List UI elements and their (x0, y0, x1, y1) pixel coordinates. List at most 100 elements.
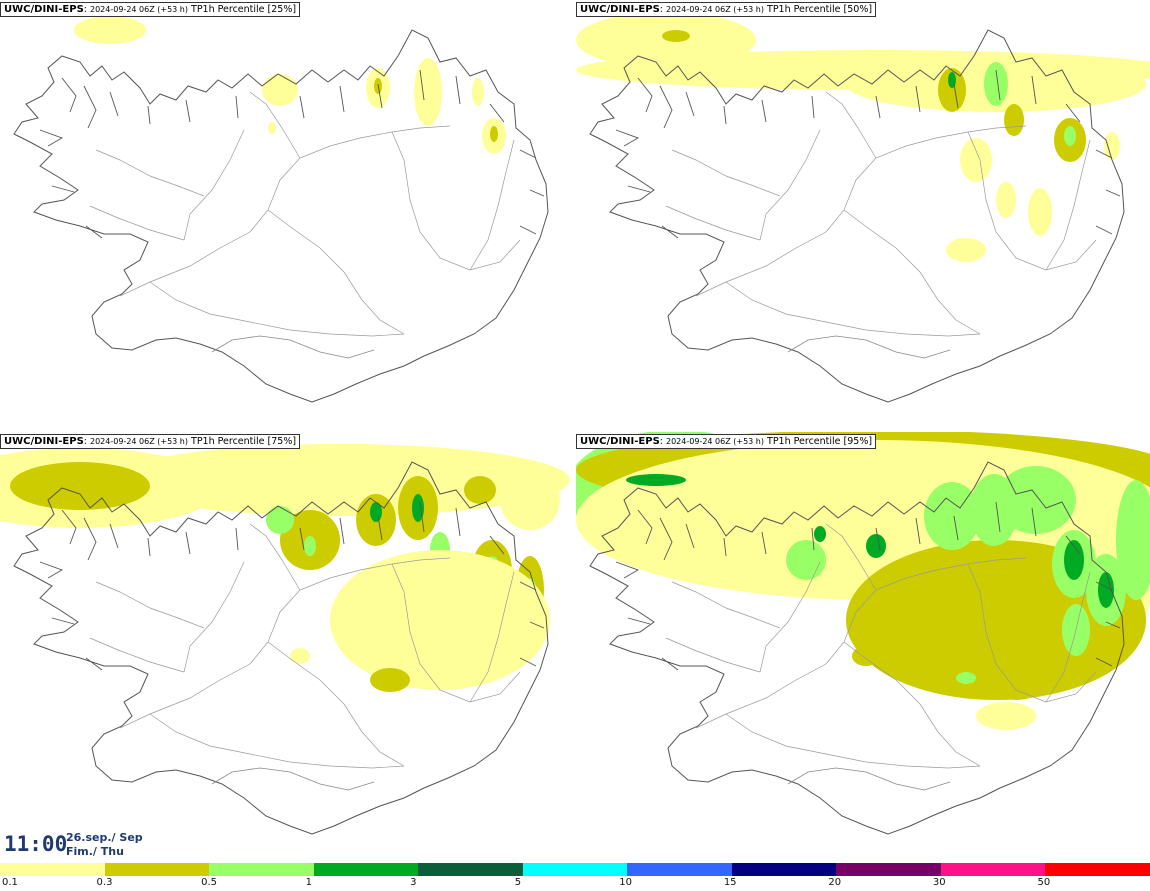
precip-area (262, 74, 298, 106)
fjord-line (185, 99, 191, 123)
road-line (665, 205, 761, 241)
coastline (13, 29, 549, 403)
valid-date: 26.sep./ Sep (66, 831, 143, 844)
panel-title: UWC/DINI-EPS: 2024-09-24 06Z (+53 h) TP1… (0, 434, 301, 449)
precip-area (304, 536, 316, 556)
coastline (589, 29, 1125, 403)
legend-label: 3 (410, 877, 417, 888)
map-panel-p25[interactable]: UWC/DINI-EPS: 2024-09-24 06Z (+53 h) TP1… (0, 0, 574, 430)
panel-product: TP1h Percentile [25%] (191, 4, 297, 15)
legend-swatch (313, 863, 419, 876)
legend-label: 1 (305, 877, 312, 888)
fjord-line (761, 99, 767, 123)
road-line (249, 91, 301, 159)
precip-area (370, 668, 410, 692)
precip-area (414, 58, 442, 126)
map-panel-p75[interactable]: UWC/DINI-EPS: 2024-09-24 06Z (+53 h) TP1… (0, 432, 574, 862)
panel-title: UWC/DINI-EPS: 2024-09-24 06Z (+53 h) TP1… (576, 2, 877, 17)
panel-source: UWC/DINI-EPS (580, 4, 660, 15)
fjord-line (377, 515, 383, 541)
fjord-line (659, 517, 673, 561)
precip-area (956, 672, 976, 684)
road-line (725, 713, 981, 769)
fjord-line (299, 95, 305, 119)
legend-swatch (418, 863, 523, 876)
precip-area (984, 62, 1008, 106)
legend-swatch (836, 863, 941, 876)
fjord-line (1065, 535, 1081, 555)
fjord-line (419, 501, 425, 533)
precip-area (1056, 60, 1136, 100)
legend-label: 10 (619, 877, 632, 888)
fjord-line (299, 527, 305, 551)
fjord-line (915, 85, 921, 113)
valid-day: Fim./ Thu (66, 845, 124, 858)
fjord-line (1031, 75, 1037, 105)
precip-area (370, 502, 382, 522)
fjord-line (761, 531, 767, 555)
road-line (89, 637, 185, 673)
road-line (149, 713, 405, 769)
legend-label: 30 (932, 877, 946, 888)
fjord-line (419, 69, 425, 101)
fjord-line (875, 527, 881, 551)
precip-area (1064, 540, 1084, 580)
fjord-line (147, 537, 151, 557)
fjord-line (1095, 225, 1113, 235)
coastline (13, 461, 549, 835)
precip-area (1004, 104, 1024, 136)
fjord-line (339, 517, 345, 545)
road-line (759, 561, 821, 673)
fjord-line (51, 185, 75, 193)
fjord-line (637, 509, 653, 545)
legend-swatch (940, 863, 1046, 876)
precip-area (74, 16, 146, 44)
map-panel-p95[interactable]: UWC/DINI-EPS: 2024-09-24 06Z (+53 h) TP1… (576, 432, 1150, 862)
road-line (95, 149, 205, 197)
fjord-line (519, 149, 537, 159)
panel-title: UWC/DINI-EPS: 2024-09-24 06Z (+53 h) TP1… (576, 434, 877, 449)
fjord-line (1031, 507, 1037, 537)
legend-swatch (209, 863, 314, 876)
fjord-line (661, 657, 679, 671)
precip-area (10, 462, 150, 510)
road-line (469, 571, 515, 703)
map-panel-p50[interactable]: UWC/DINI-EPS: 2024-09-24 06Z (+53 h) TP1… (576, 0, 1150, 430)
iceland-map (576, 12, 1150, 403)
precip-area (996, 466, 1076, 534)
fjord-line (51, 617, 75, 625)
iceland-map (13, 16, 549, 403)
fjord-line (1105, 621, 1121, 629)
panel-product: TP1h Percentile [75%] (191, 436, 297, 447)
precip-area (1116, 480, 1150, 600)
legend-label: 50 (1037, 877, 1051, 888)
fjord-line (109, 523, 119, 549)
road-line (671, 149, 781, 197)
precip-field (576, 12, 1150, 262)
road-line (843, 641, 981, 767)
fjord-line (489, 535, 505, 555)
fjord-line (39, 561, 64, 579)
legend-swatch (627, 863, 732, 876)
precip-area (996, 182, 1016, 218)
panel-title: UWC/DINI-EPS: 2024-09-24 06Z (+53 h) TP1… (0, 2, 301, 17)
road-line (671, 581, 781, 629)
precip-area (1104, 132, 1120, 160)
precip-area (976, 702, 1036, 730)
road-line (725, 281, 981, 337)
precip-area (500, 470, 560, 530)
fjord-line (685, 91, 695, 117)
fjord-line (1065, 103, 1081, 123)
fjord-line (489, 103, 505, 123)
precip-area (990, 672, 1042, 700)
fjord-line (995, 501, 1001, 533)
legend-swatch (522, 863, 628, 876)
fjord-line (235, 95, 239, 119)
iceland-map (0, 444, 570, 835)
coastline (211, 767, 375, 791)
fjord-line (39, 129, 64, 147)
fjord-line (109, 91, 119, 117)
precip-area (960, 138, 992, 182)
legend-label: 20 (828, 877, 842, 888)
precip-area (330, 550, 550, 690)
